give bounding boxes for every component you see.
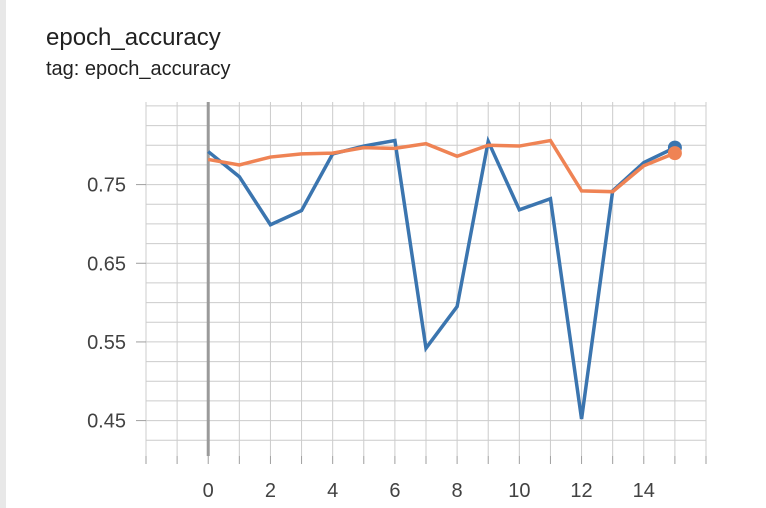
series-line-1 <box>207 135 676 420</box>
y-tick-label: 0.55 <box>87 332 126 354</box>
x-tick-label: 4 <box>327 480 338 502</box>
series-line-2 <box>207 138 676 194</box>
series-end-marker-2 <box>667 146 682 161</box>
y-tick-label: 0.45 <box>87 411 126 433</box>
x-tick-label: 2 <box>265 480 276 502</box>
x-tick-label: 0 <box>203 480 214 502</box>
y-tick-label: 0.75 <box>87 175 126 197</box>
x-tick-label: 10 <box>508 480 530 502</box>
x-tick-label: 8 <box>452 480 463 502</box>
chart-tag-label: tag: epoch_accuracy <box>46 58 231 80</box>
x-tick-label: 6 <box>389 480 400 502</box>
y-tick-label: 0.65 <box>87 253 126 275</box>
chart-title: epoch_accuracy <box>46 24 221 51</box>
panel-left-border <box>0 0 6 508</box>
chart-card: epoch_accuracy tag: epoch_accuracy <box>6 0 766 508</box>
x-tick-label: 12 <box>570 480 592 502</box>
x-tick-label: 14 <box>633 480 655 502</box>
